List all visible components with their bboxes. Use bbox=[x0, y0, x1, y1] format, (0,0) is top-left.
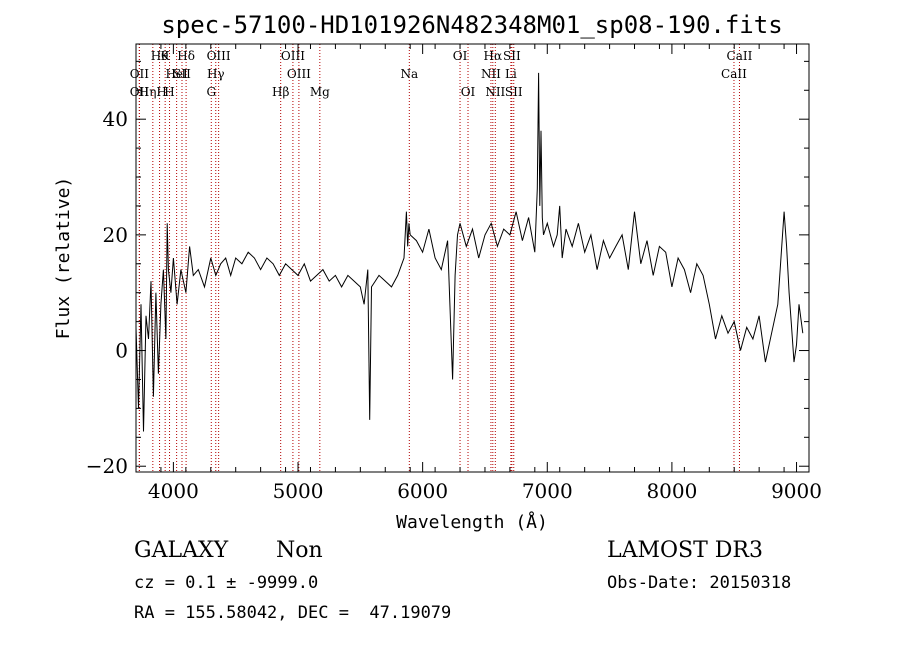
obs-date-line: Obs-Date: 20150318 bbox=[607, 573, 792, 593]
reference-line-label: Hγ bbox=[207, 67, 225, 81]
x-tick-label: 8000 bbox=[646, 479, 697, 503]
reference-line-label: OI bbox=[461, 85, 476, 99]
coordinates-line: RA = 155.58042, DEC = 47.19079 bbox=[134, 603, 452, 623]
reference-line-label: OIII bbox=[281, 49, 305, 63]
x-tick-label: 5000 bbox=[273, 479, 324, 503]
redshift-line: cz = 0.1 ± -9999.0 bbox=[134, 573, 319, 593]
reference-line-label: Hβ bbox=[272, 85, 289, 99]
reference-line-label: SII bbox=[505, 85, 523, 99]
reference-line-label: SII bbox=[173, 67, 191, 81]
reference-line-label: HeI bbox=[165, 67, 188, 81]
reference-line-label: OII bbox=[130, 67, 150, 81]
reference-line-label: OIII bbox=[207, 49, 231, 63]
reference-line-label: H bbox=[164, 85, 174, 99]
reference-line-label: NII bbox=[481, 67, 501, 81]
reference-line-label: OII bbox=[130, 85, 150, 99]
x-tick-label: 6000 bbox=[397, 479, 448, 503]
y-axis-ticks: −20 0 20 40 bbox=[86, 60, 809, 478]
reference-line-label: NII bbox=[485, 85, 505, 99]
reference-line-label: Mg bbox=[310, 85, 330, 99]
chart-title: spec-57100-HD101926N482348M01_sp08-190.f… bbox=[161, 11, 782, 39]
reference-line-label: CaII bbox=[721, 67, 747, 81]
reference-line-label: Hθ bbox=[151, 49, 169, 63]
reference-line-label: CaII bbox=[727, 49, 753, 63]
reference-line-label: OIII bbox=[287, 67, 311, 81]
reference-line-label: HηH bbox=[139, 85, 167, 99]
reference-line-label: Hα bbox=[484, 49, 503, 63]
x-tick-label: 7000 bbox=[522, 479, 573, 503]
y-axis-label: Flux (relative) bbox=[53, 177, 74, 340]
y-tick-label: −20 bbox=[86, 454, 128, 478]
x-tick-label: 9000 bbox=[771, 479, 822, 503]
reference-line-label: Hδ bbox=[177, 49, 195, 63]
x-axis-ticks: 4000 5000 6000 7000 8000 9000 bbox=[135, 44, 822, 503]
y-tick-label: 20 bbox=[103, 223, 128, 247]
subclass-label: Non bbox=[276, 538, 323, 563]
reference-line-label: K bbox=[161, 49, 171, 63]
reference-line-label: SII bbox=[503, 49, 521, 63]
survey-label: LAMOST DR3 bbox=[607, 538, 763, 563]
plot-frame bbox=[135, 43, 810, 473]
class-label: GALAXY bbox=[134, 538, 229, 563]
reference-lines bbox=[138, 44, 740, 472]
x-axis-label: Wavelength (Å) bbox=[396, 511, 548, 533]
reference-line-label: OI bbox=[453, 49, 468, 63]
reference-line-label: G bbox=[206, 85, 216, 99]
reference-line-label: Na bbox=[400, 67, 418, 81]
y-tick-label: 40 bbox=[103, 107, 128, 131]
spectrum-series-line bbox=[135, 72, 804, 432]
y-tick-label: 0 bbox=[115, 339, 128, 363]
reference-line-label: Li bbox=[505, 67, 517, 81]
x-tick-label: 4000 bbox=[148, 479, 199, 503]
